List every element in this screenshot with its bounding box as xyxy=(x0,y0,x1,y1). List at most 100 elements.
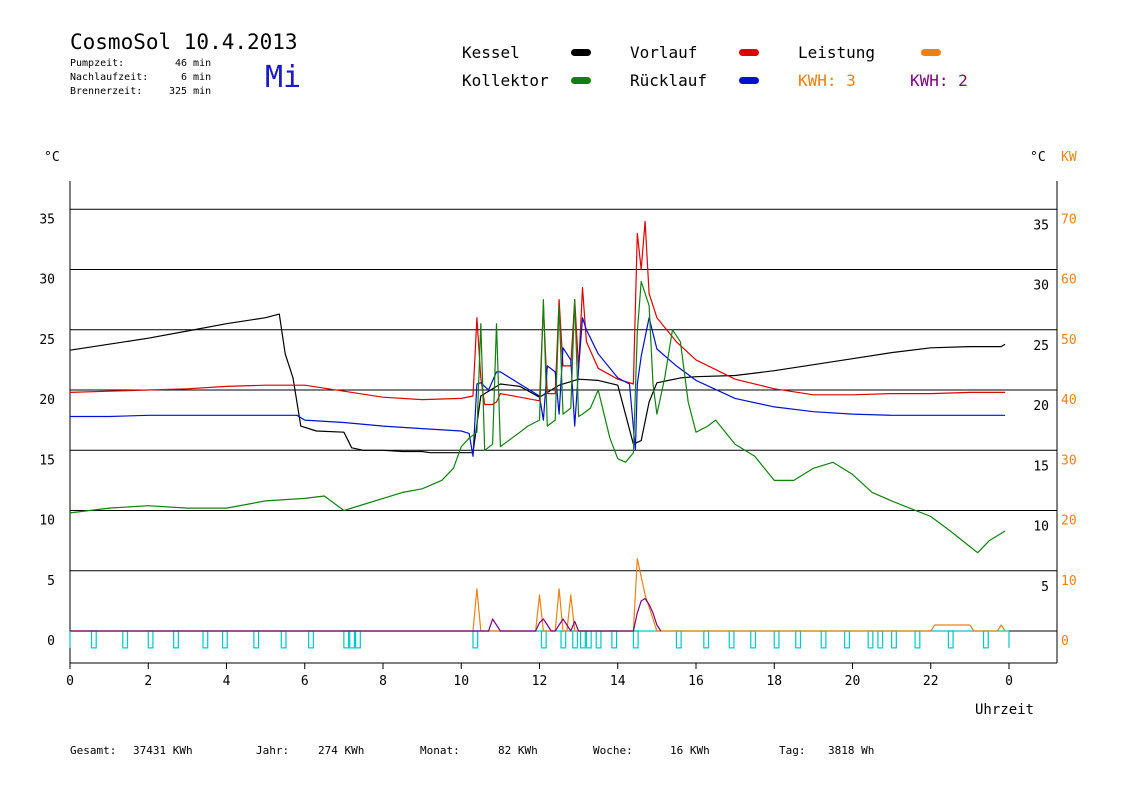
y-tick-label-kw: 0 xyxy=(1061,634,1069,649)
pump-pulse xyxy=(572,630,579,649)
y-tick-label-right: 15 xyxy=(1033,459,1049,474)
y-tick-label-right: 20 xyxy=(1033,399,1049,414)
footer-monat-value: 82 KWh xyxy=(498,744,538,757)
footer-tag-value: 3818 Wh xyxy=(828,744,875,757)
series-line xyxy=(69,220,1006,406)
legend-label-kessel: Kessel xyxy=(462,43,520,62)
y-tick-label-right: 5 xyxy=(1041,580,1049,595)
chart-axes xyxy=(69,181,1058,669)
x-tick-label: 6 xyxy=(301,674,309,689)
legend-label-vorlauf: Vorlauf xyxy=(630,43,698,62)
pump-pulse xyxy=(472,630,479,649)
series-line xyxy=(70,597,662,632)
stat-brennerzeit-value: 325 min xyxy=(169,86,212,97)
pump-pulse xyxy=(728,630,735,649)
x-tick-label: 4 xyxy=(223,674,231,689)
pump-pulse xyxy=(560,630,567,649)
pump-pulse xyxy=(632,630,639,649)
footer-tag-label: Tag: xyxy=(779,744,806,757)
legend-swatch-leistung xyxy=(921,49,941,56)
x-axis-label: Uhrzeit xyxy=(975,702,1034,718)
series-line xyxy=(69,280,1006,554)
pump-pulse xyxy=(585,630,592,649)
chart-lines xyxy=(69,220,1006,632)
kwh-purple-label: KWH: 2 xyxy=(910,71,968,90)
legend-swatch-kessel xyxy=(571,49,591,56)
pump-pulse xyxy=(891,630,897,649)
pump-pulse xyxy=(867,630,874,649)
y-tick-label-left: 10 xyxy=(39,514,55,529)
pump-pulses xyxy=(69,630,1010,649)
x-tick-label: 18 xyxy=(766,674,782,689)
pump-pulse xyxy=(750,630,757,649)
stat-pumpzeit-value: 46 min xyxy=(175,58,212,69)
y-tick-label-kw: 50 xyxy=(1061,333,1077,348)
y-tick-label-left: 0 xyxy=(47,634,55,649)
y-tick-label-kw: 70 xyxy=(1061,212,1077,227)
pump-pulse xyxy=(982,630,989,649)
footer-jahr-value: 274 KWh xyxy=(318,744,365,757)
pump-pulse xyxy=(122,630,129,649)
chart-labels: 0 2 4 6 8 10 12 14 16 18 20 22 0 0 5 10 15 20 25 30 35 5 10 15 2… xyxy=(39,150,1076,718)
x-tick-label: 12 xyxy=(532,674,548,689)
footer-woche-value: 16 KWh xyxy=(670,744,710,757)
y-tick-label-kw: 20 xyxy=(1061,514,1077,529)
x-tick-label: 20 xyxy=(845,674,861,689)
weekday-label: Mi xyxy=(265,60,302,95)
pump-pulse xyxy=(308,630,314,649)
x-tick-label: 16 xyxy=(688,674,704,689)
stat-nachlaufzeit-value: 6 min xyxy=(181,72,212,83)
footer-monat-label: Monat: xyxy=(420,744,460,757)
series-line xyxy=(70,317,1006,457)
y-tick-label-right: 35 xyxy=(1033,218,1049,233)
y-axis-label-left: °C xyxy=(44,150,60,165)
legend-label-kollektor: Kollektor xyxy=(462,71,549,90)
pump-pulse xyxy=(703,630,710,649)
y-tick-label-kw: 10 xyxy=(1061,574,1077,589)
stat-brennerzeit-label: Brennerzeit: xyxy=(70,86,143,97)
y-tick-label-kw: 30 xyxy=(1061,453,1077,468)
pump-pulse xyxy=(221,630,228,649)
legend-label-ruecklauf: Rücklauf xyxy=(630,71,708,90)
x-tick-label: 0 xyxy=(66,674,74,689)
y-tick-label-left: 25 xyxy=(39,333,55,348)
pump-pulse xyxy=(611,630,618,649)
pump-pulse xyxy=(844,630,850,649)
pump-pulse xyxy=(349,630,356,649)
y-tick-label-left: 35 xyxy=(39,212,55,227)
chart-grid xyxy=(70,208,1057,572)
footer-gesamt-label: Gesamt: xyxy=(70,744,117,757)
pump-pulse xyxy=(173,630,179,649)
y-tick-label-right: 30 xyxy=(1033,279,1049,294)
legend-swatch-kollektor xyxy=(571,77,591,84)
y-tick-label-right: 25 xyxy=(1033,339,1049,354)
pump-pulse xyxy=(820,630,827,649)
y-tick-label-left: 20 xyxy=(39,393,55,408)
footer-gesamt-value: 37431 KWh xyxy=(133,744,193,757)
pump-pulse xyxy=(595,630,602,649)
y-tick-label-kw: 40 xyxy=(1061,393,1077,408)
y-tick-label-left: 15 xyxy=(39,453,55,468)
y-tick-label-kw: 60 xyxy=(1061,273,1077,288)
pump-pulse xyxy=(343,630,350,649)
pump-pulse xyxy=(914,630,921,649)
x-tick-label: 10 xyxy=(453,674,469,689)
stat-nachlaufzeit-label: Nachlaufzeit: xyxy=(70,72,149,83)
pump-pulse xyxy=(773,630,780,649)
stat-pumpzeit-label: Pumpzeit: xyxy=(70,58,125,69)
pump-pulse xyxy=(147,630,154,649)
pump-pulse xyxy=(253,630,260,649)
y-axis-label-right: °C xyxy=(1030,150,1046,165)
y-tick-label-left: 5 xyxy=(47,574,55,589)
pump-pulse xyxy=(540,630,547,649)
footer-woche-label: Woche: xyxy=(593,744,633,757)
legend-swatch-vorlauf xyxy=(739,49,759,56)
y-axis-label-kw: KW xyxy=(1061,150,1077,165)
y-tick-label-left: 30 xyxy=(39,273,55,288)
legend-swatch-ruecklauf xyxy=(739,77,759,84)
page-title: CosmoSol 10.4.2013 xyxy=(70,30,298,54)
series-line xyxy=(69,313,1006,454)
pump-pulse xyxy=(947,630,954,649)
x-tick-label: 14 xyxy=(610,674,626,689)
